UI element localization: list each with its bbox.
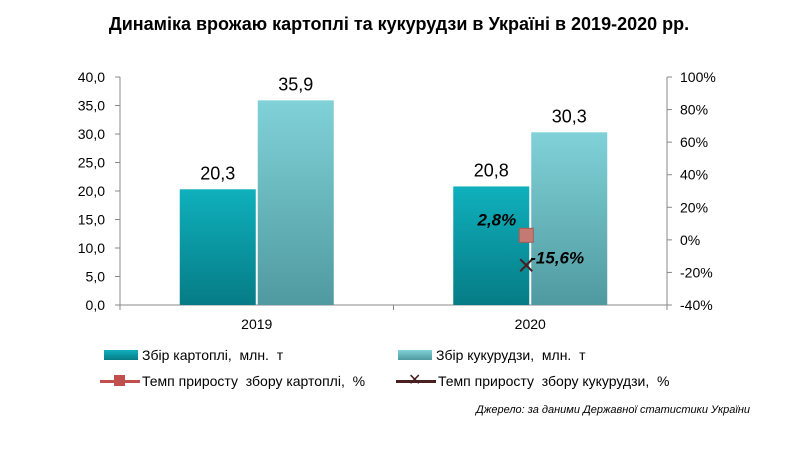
- legend-swatch-corn-growth: ✕: [396, 373, 436, 389]
- y-tick-label-left: 35,0: [78, 98, 105, 114]
- y-tick-label-right: -20%: [680, 264, 713, 280]
- x-tick-label: 2020: [515, 316, 546, 332]
- y-tick-label-left: 5,0: [86, 269, 106, 285]
- chart-plot: 0,0 5,0 10,0 15,0 20,0 25,0 30,0 35,0 40,0 -40% -2…: [78, 69, 716, 332]
- data-label-bar: 20,3: [200, 163, 235, 183]
- legend-swatch-potato: [104, 350, 138, 360]
- y-tick-label-right: 60%: [680, 134, 708, 150]
- data-label-potato-growth: 2,8%: [477, 210, 517, 229]
- legend-item-potato-growth: Темп приросту збору картоплі, %: [100, 373, 365, 389]
- y-tick-label-left: 0,0: [86, 297, 106, 313]
- legend-label-corn: Збір кукурудзи, млн. т: [436, 347, 586, 363]
- y-tick-label-right: 40%: [680, 167, 708, 183]
- data-label-bar: 35,9: [278, 74, 313, 94]
- y-tick-label-left: 15,0: [78, 212, 105, 228]
- y-tick-label-right: 0%: [680, 232, 700, 248]
- legend-label-potato: Збір картоплі, млн. т: [142, 347, 284, 363]
- y-tick-label-left: 30,0: [78, 126, 105, 142]
- data-label-bar: 30,3: [552, 106, 587, 126]
- y-tick-label-right: -40%: [680, 297, 713, 313]
- legend-item-corn-growth: ✕ Темп приросту збору кукурудзи, %: [396, 373, 669, 389]
- bar-corn-2019: [257, 100, 334, 306]
- data-label-corn-growth: -15,6%: [530, 248, 584, 267]
- bar-potato-2020: [453, 186, 530, 305]
- bar-potato-2019: [179, 189, 256, 305]
- legend-label-corn-growth: Темп приросту збору кукурудзи, %: [438, 373, 670, 389]
- legend-swatch-potato-growth: [100, 374, 140, 388]
- bar-corn-2020: [531, 132, 608, 305]
- x-tick-label: 2019: [241, 316, 272, 332]
- marker-corn-growth-2020: [519, 258, 533, 272]
- source-note: Джерело: за даними Державної статистики …: [476, 404, 750, 416]
- marker-potato-growth-2020: [518, 227, 534, 243]
- legend-label-potato-growth: Темп приросту збору картоплі, %: [142, 373, 366, 389]
- legend-swatch-corn: [398, 350, 432, 360]
- y-tick-label-left: 25,0: [78, 155, 105, 171]
- y-tick-label-right: 20%: [680, 199, 708, 215]
- y-tick-label-left: 40,0: [78, 69, 105, 85]
- y-tick-label-right: 80%: [680, 102, 708, 118]
- y-tick-label-right: 100%: [680, 69, 716, 85]
- y-tick-label-left: 20,0: [78, 183, 105, 199]
- chart-title: Динаміка врожаю картоплі та кукурудзи в …: [108, 14, 690, 34]
- legend-item-corn: Збір кукурудзи, млн. т: [398, 347, 586, 363]
- data-label-bar: 20,8: [474, 160, 509, 180]
- legend-item-potato: Збір картоплі, млн. т: [104, 347, 283, 363]
- y-tick-label-left: 10,0: [78, 240, 105, 256]
